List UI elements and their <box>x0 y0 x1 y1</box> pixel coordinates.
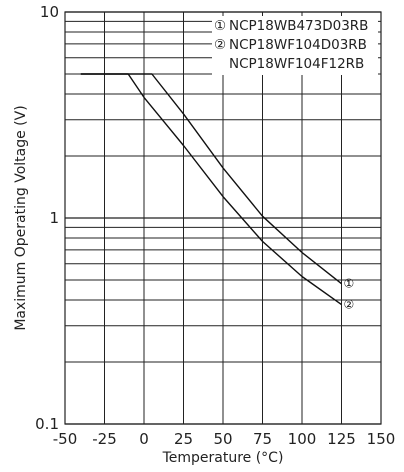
x-tick-label: 125 <box>327 430 356 448</box>
series-markers: ①② <box>344 277 355 312</box>
x-tick-label: 150 <box>367 430 396 448</box>
legend-background <box>212 16 378 75</box>
series-lines <box>80 73 342 306</box>
x-tick-label: 75 <box>253 430 272 448</box>
x-tick-label: 50 <box>213 430 232 448</box>
x-tick-label: -50 <box>53 430 78 448</box>
plot-frame <box>64 11 382 425</box>
y-axis-title: Maximum Operating Voltage (V) <box>13 105 29 330</box>
y-tick-label: 0.1 <box>35 415 59 433</box>
y-tick-label: 10 <box>40 3 59 21</box>
x-tick-label: -25 <box>92 430 117 448</box>
legend-entry: NCP18WB473D03RB <box>229 18 368 34</box>
legend-marker: ① <box>214 18 226 34</box>
series-marker-2: ② <box>344 298 355 312</box>
series-line-2 <box>80 73 342 306</box>
legend-entry: NCP18WF104F12RB <box>229 56 364 72</box>
series-marker-1: ① <box>344 277 355 291</box>
legend-entry: NCP18WF104D03RB <box>229 37 367 53</box>
x-tick-label: 25 <box>174 430 193 448</box>
x-tick-label: 0 <box>139 430 149 448</box>
x-axis-title: Temperature (°C) <box>162 450 284 466</box>
y-tick-label: 1 <box>49 209 59 227</box>
x-tick-label: 100 <box>288 430 317 448</box>
tick-labels: -50 -25 0 25 50 75 100 125 150 0.1 1 10 <box>35 3 395 448</box>
legend-marker: ② <box>214 37 226 53</box>
series-line-1 <box>80 73 342 285</box>
